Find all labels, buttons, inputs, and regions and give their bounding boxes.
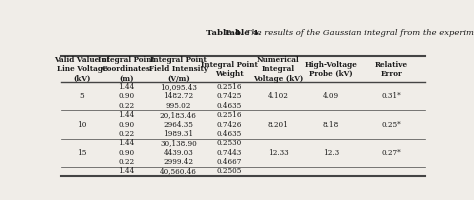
Text: Relative
Error: Relative Error	[374, 61, 408, 78]
Text: 0.31*: 0.31*	[381, 92, 401, 100]
Text: The results of the Gaussian integral from the experiment.: The results of the Gaussian integral fro…	[243, 29, 474, 37]
Text: 8.201: 8.201	[268, 121, 289, 129]
Text: 0.7443: 0.7443	[217, 149, 242, 157]
Text: Integral Point
Field Intensity
(V/m): Integral Point Field Intensity (V/m)	[149, 56, 208, 83]
Text: 1989.31: 1989.31	[164, 130, 193, 138]
Text: 1.44: 1.44	[118, 139, 135, 147]
Text: 0.7426: 0.7426	[217, 121, 242, 129]
Text: 0.25*: 0.25*	[381, 121, 401, 129]
Text: 15: 15	[77, 149, 87, 157]
Text: 2999.42: 2999.42	[164, 158, 193, 166]
Text: Table 4.: Table 4.	[206, 29, 243, 37]
Text: 12.3: 12.3	[323, 149, 339, 157]
Text: 0.4635: 0.4635	[217, 130, 242, 138]
Text: 0.90: 0.90	[118, 92, 135, 100]
Text: 0.2516: 0.2516	[217, 111, 242, 119]
Text: 0.2505: 0.2505	[217, 167, 242, 175]
Text: Table 4.: Table 4.	[224, 29, 262, 37]
Text: Integral Point
Coordinates
(m): Integral Point Coordinates (m)	[98, 56, 155, 83]
Text: Valid Value of
Line Voltage
(kV): Valid Value of Line Voltage (kV)	[54, 56, 110, 83]
Text: Numerical
Integral
Voltage (kV): Numerical Integral Voltage (kV)	[253, 56, 303, 83]
Text: 8.18: 8.18	[323, 121, 339, 129]
Text: 0.2516: 0.2516	[217, 83, 242, 91]
Text: 0.90: 0.90	[118, 149, 135, 157]
Text: 10: 10	[77, 121, 87, 129]
Text: 20,183.46: 20,183.46	[160, 111, 197, 119]
Text: 4.09: 4.09	[323, 92, 339, 100]
Text: 0.7425: 0.7425	[217, 92, 242, 100]
Text: 1.44: 1.44	[118, 83, 135, 91]
Text: 0.4667: 0.4667	[217, 158, 242, 166]
Text: 4439.03: 4439.03	[164, 149, 193, 157]
Text: 40,560.46: 40,560.46	[160, 167, 197, 175]
Text: 1482.72: 1482.72	[164, 92, 193, 100]
Text: 1.44: 1.44	[118, 111, 135, 119]
Text: 0.22: 0.22	[118, 102, 135, 110]
Text: 2964.35: 2964.35	[164, 121, 193, 129]
Text: 5: 5	[80, 92, 84, 100]
Text: 0.90: 0.90	[118, 121, 135, 129]
Text: 1.44: 1.44	[118, 167, 135, 175]
Text: 10,095.43: 10,095.43	[160, 83, 197, 91]
Text: 0.27*: 0.27*	[381, 149, 401, 157]
Text: 4.102: 4.102	[268, 92, 289, 100]
Text: 12.33: 12.33	[268, 149, 289, 157]
Text: 0.2530: 0.2530	[217, 139, 242, 147]
Text: 0.22: 0.22	[118, 158, 135, 166]
Text: 995.02: 995.02	[166, 102, 191, 110]
Text: 30,138.90: 30,138.90	[160, 139, 197, 147]
Text: 0.22: 0.22	[118, 130, 135, 138]
Text: High-Voltage
Probe (kV): High-Voltage Probe (kV)	[305, 61, 357, 78]
Text: Integral Point
Weight: Integral Point Weight	[201, 61, 258, 78]
Text: 0.4635: 0.4635	[217, 102, 242, 110]
